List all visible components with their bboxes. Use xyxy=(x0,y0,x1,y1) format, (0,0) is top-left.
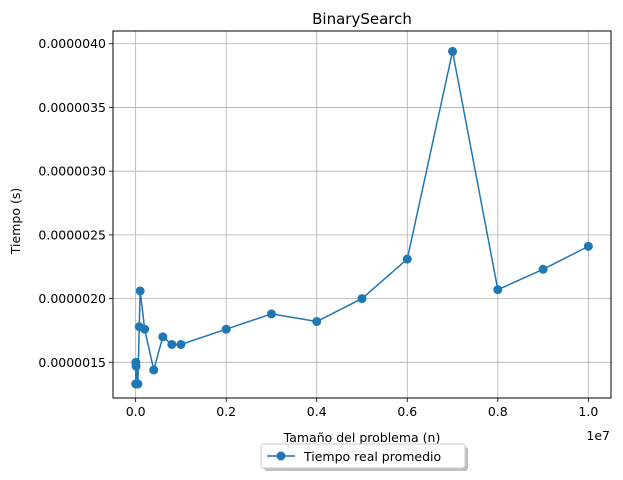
data-point xyxy=(131,361,141,371)
y-tick-label: 0.0000015 xyxy=(38,355,106,370)
axis-ticks: 0.0 0.2 0.4 0.6 0.8 1.0 0.0000015 0.0000020 0.00… xyxy=(38,36,598,419)
x-tick-label: 0.4 xyxy=(307,404,327,419)
data-point xyxy=(140,324,150,334)
data-point xyxy=(312,317,322,327)
y-tick-label: 0.0000025 xyxy=(38,227,106,242)
x-axis-offset-label: 1e7 xyxy=(586,428,610,443)
data-point xyxy=(357,294,367,304)
y-tick-label: 0.0000030 xyxy=(38,164,106,179)
y-tick-label: 0.0000020 xyxy=(38,291,106,306)
data-point xyxy=(167,339,177,349)
data-point xyxy=(448,46,458,56)
plot-area-frame xyxy=(112,30,612,399)
x-tick-label: 0.0 xyxy=(126,404,146,419)
legend-series-marker xyxy=(276,451,286,461)
data-point xyxy=(493,285,503,295)
x-tick-label: 0.8 xyxy=(488,404,508,419)
y-axis-label: Tiempo (s) xyxy=(8,188,23,255)
legend: Tiempo real promedio xyxy=(260,443,468,471)
series-line xyxy=(134,50,589,385)
data-point xyxy=(266,309,276,319)
data-point xyxy=(402,254,412,264)
legend-series-label: Tiempo real promedio xyxy=(303,449,441,464)
grid-lines xyxy=(113,31,611,398)
x-tick-label: 0.2 xyxy=(216,404,236,419)
data-point xyxy=(538,264,548,274)
data-point xyxy=(133,379,143,389)
data-point xyxy=(221,324,231,334)
data-point xyxy=(176,339,186,349)
series-layer xyxy=(131,46,593,389)
x-tick-label: 1.0 xyxy=(578,404,598,419)
data-point xyxy=(158,332,168,342)
x-axis-label: Tamaño del problema (n) xyxy=(283,430,441,445)
y-tick-label: 0.0000035 xyxy=(38,100,106,115)
y-tick-label: 0.0000040 xyxy=(38,36,106,51)
data-point xyxy=(149,365,159,375)
chart-title: BinarySearch xyxy=(312,10,412,28)
data-point xyxy=(583,241,593,251)
x-tick-label: 0.6 xyxy=(397,404,417,419)
legend-box xyxy=(260,443,466,469)
data-point xyxy=(135,286,145,296)
